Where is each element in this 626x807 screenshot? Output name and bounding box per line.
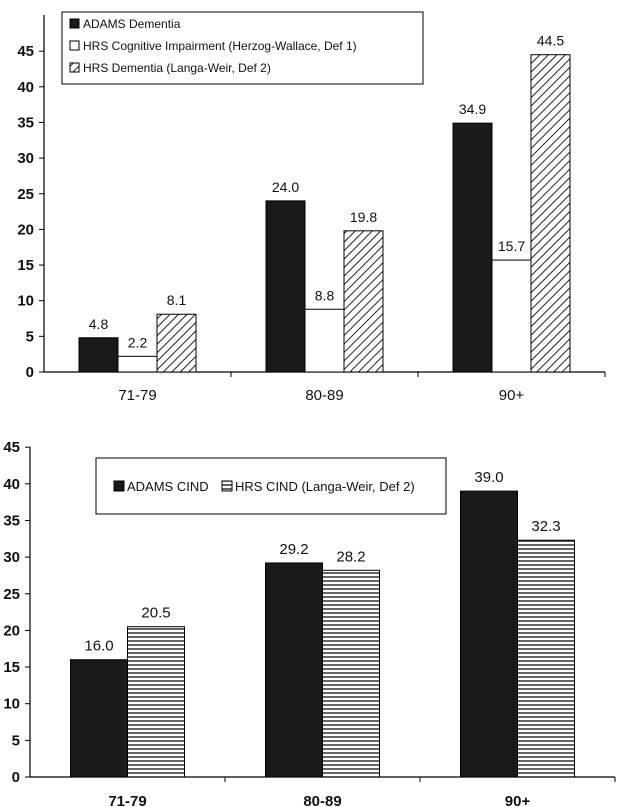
- y-tick-label: 10: [17, 293, 34, 310]
- y-tick-label: 40: [3, 476, 20, 493]
- data-label: 34.9: [459, 101, 486, 117]
- legend-label: ADAMS Dementia: [83, 17, 181, 31]
- y-tick-label: 10: [3, 696, 20, 713]
- data-label: 24.0: [272, 179, 299, 195]
- legend-label: ADAMS CIND: [127, 479, 209, 494]
- bar-1: [265, 562, 323, 778]
- y-tick-label: 20: [3, 622, 20, 639]
- bar-2: [491, 259, 532, 373]
- data-label: 4.8: [89, 316, 109, 332]
- y-tick-label: 15: [3, 659, 20, 676]
- bar-1: [70, 659, 128, 778]
- legend-box: [61, 11, 424, 85]
- bar-2: [117, 355, 158, 373]
- chart-1-dementia: 0 5 10 15 20 25 30 35 40 45 4.8 2.2 8.1 71-79 24.0 8.8 1…: [17, 11, 606, 404]
- y-tick-label: 40: [17, 79, 34, 96]
- data-label: 32.3: [531, 518, 560, 535]
- bar-3: [156, 313, 197, 373]
- data-label: 8.1: [167, 292, 187, 308]
- bar-3: [530, 54, 571, 373]
- y-tick-label: 25: [3, 586, 20, 603]
- bar-1: [452, 122, 493, 373]
- x-category-label: 71-79: [118, 387, 156, 404]
- x-category-label: 90+: [505, 793, 531, 807]
- y-tick-label: 15: [17, 257, 34, 274]
- bar-1: [78, 337, 119, 373]
- legend-box: [95, 457, 447, 515]
- bar-1: [265, 200, 306, 373]
- y-tick-label: 45: [3, 439, 20, 456]
- data-label: 2.2: [128, 334, 148, 350]
- data-label: 28.2: [336, 548, 365, 565]
- bar-2: [517, 539, 575, 778]
- y-tick-label: 5: [12, 732, 20, 749]
- y-tick-label: 35: [3, 512, 20, 529]
- y-tick-label: 20: [17, 221, 34, 238]
- data-label: 8.8: [315, 287, 335, 303]
- legend-label: HRS Dementia (Langa-Weir, Def 2): [83, 61, 271, 75]
- legend-swatch: [113, 480, 125, 492]
- y-tick-label: 25: [17, 186, 34, 203]
- legend-label: HRS Cognitive Impairment (Herzog-Wallace…: [83, 39, 357, 53]
- y-tick-label: 5: [26, 328, 34, 345]
- data-label: 15.7: [498, 238, 525, 254]
- data-label: 20.5: [141, 605, 170, 622]
- data-label: 16.0: [84, 638, 113, 655]
- legend-swatch: [69, 18, 80, 29]
- y-tick-label: 45: [17, 43, 34, 60]
- bar-2: [322, 569, 380, 778]
- x-category-label: 80-89: [303, 793, 341, 807]
- y-tick-label: 30: [3, 549, 20, 566]
- x-category-label: 71-79: [108, 793, 146, 807]
- legend-swatch: [69, 62, 80, 73]
- y-tick-label: 0: [12, 769, 20, 786]
- x-category-label: 80-89: [305, 387, 343, 404]
- legend-swatch: [221, 480, 233, 492]
- data-label: 44.5: [537, 33, 564, 49]
- bar-3: [343, 230, 384, 373]
- data-label: 19.8: [350, 209, 377, 225]
- bar-2: [304, 308, 345, 373]
- legend-swatch: [69, 40, 80, 51]
- chart-2-cind: 0 5 10 15 20 25 30 35 40 45 16.0 20.5 71-79 29.2 28.2 8…: [3, 439, 616, 807]
- x-category-label: 90+: [499, 387, 525, 404]
- bar-2: [127, 626, 185, 778]
- data-label: 39.0: [474, 469, 503, 486]
- data-label: 29.2: [279, 541, 308, 558]
- y-tick-label: 35: [17, 114, 34, 131]
- y-tick-label: 0: [26, 364, 34, 381]
- legend-label: HRS CIND (Langa-Weir, Def 2): [235, 479, 415, 494]
- bar-1: [460, 490, 518, 778]
- y-tick-label: 30: [17, 150, 34, 167]
